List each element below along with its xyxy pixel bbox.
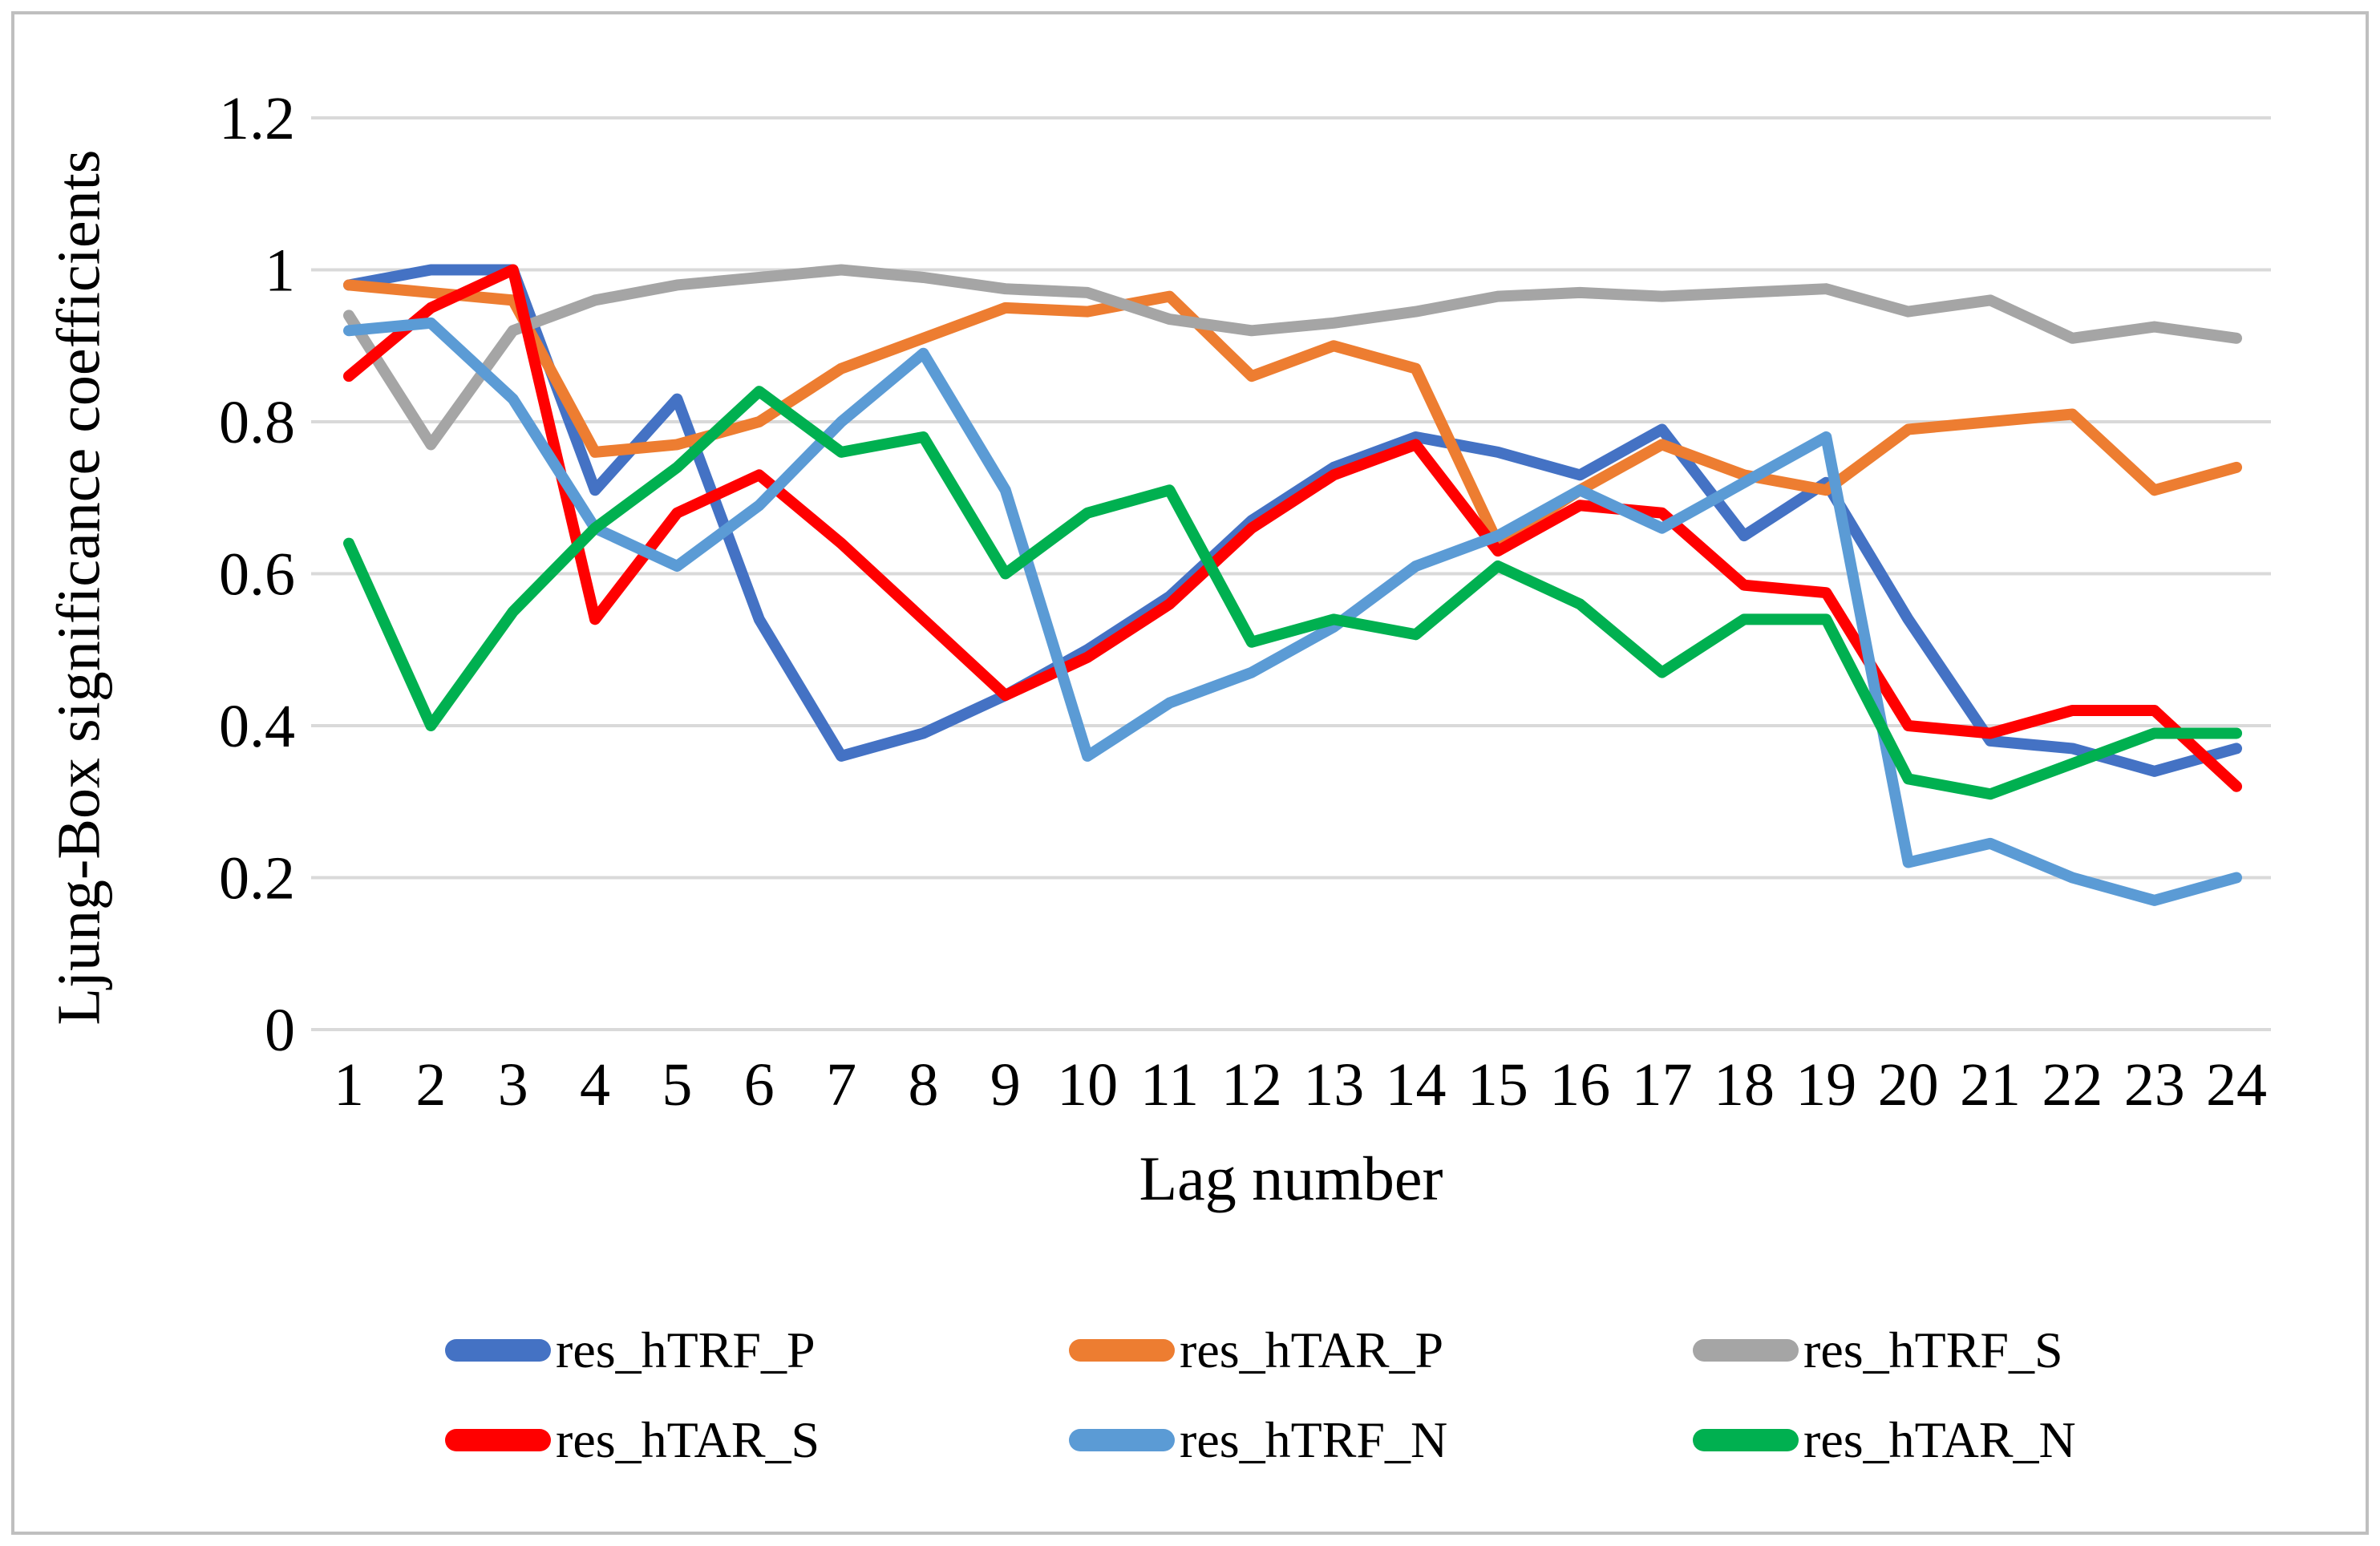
legend-swatch-res_hTRF_N xyxy=(1069,1429,1175,1451)
x-tick-label-20: 20 xyxy=(1878,1051,1939,1119)
gridlines xyxy=(311,116,2271,1031)
x-axis-title: Lag number xyxy=(1139,1143,1443,1213)
y-axis-title: Ljung-Box significance coefficients xyxy=(45,149,113,1026)
x-tick-label-22: 22 xyxy=(2042,1051,2103,1119)
series-line-res_hTRF_N xyxy=(343,317,2243,906)
series-line-res_hTAR_S xyxy=(343,264,2243,792)
x-tick-label-14: 14 xyxy=(1386,1051,1447,1119)
x-tick-label-18: 18 xyxy=(1714,1051,1775,1119)
x-tick-label-12: 12 xyxy=(1221,1051,1282,1119)
y-tick-label-0.8: 0.8 xyxy=(219,389,295,456)
y-tick-label-1: 1 xyxy=(265,237,295,305)
x-tick-label-8: 8 xyxy=(908,1051,938,1119)
legend-label-res_hTAR_N: res_hTAR_N xyxy=(1803,1411,2076,1468)
legend-item-res_hTAR_N: res_hTAR_N xyxy=(1693,1395,2317,1485)
legend-label-res_hTAR_S: res_hTAR_S xyxy=(556,1411,820,1468)
x-tick-label-4: 4 xyxy=(580,1051,610,1119)
legend-item-res_hTRF_P: res_hTRF_P xyxy=(445,1305,1069,1395)
x-tick-label-16: 16 xyxy=(1549,1051,1610,1119)
x-tick-label-13: 13 xyxy=(1303,1051,1364,1119)
x-tick-label-11: 11 xyxy=(1140,1051,1199,1119)
legend-item-res_hTAR_P: res_hTAR_P xyxy=(1069,1305,1693,1395)
legend-item-res_hTRF_N: res_hTRF_N xyxy=(1069,1395,1693,1485)
legend-label-res_hTAR_P: res_hTAR_P xyxy=(1180,1321,1444,1378)
legend-swatch-res_hTAR_N xyxy=(1693,1429,1799,1451)
x-tick-label-7: 7 xyxy=(826,1051,856,1119)
x-tick-label-17: 17 xyxy=(1632,1051,1693,1119)
chart-border xyxy=(11,11,2369,1535)
y-tick-label-0.6: 0.6 xyxy=(219,541,295,609)
x-tick-label-1: 1 xyxy=(334,1051,364,1119)
y-tick-label-0.2: 0.2 xyxy=(219,845,295,913)
x-tick-label-19: 19 xyxy=(1795,1051,1856,1119)
legend-swatch-res_hTRF_S xyxy=(1693,1339,1799,1362)
x-tick-label-24: 24 xyxy=(2206,1051,2267,1119)
x-tick-label-3: 3 xyxy=(498,1051,528,1119)
x-tick-label-5: 5 xyxy=(662,1051,692,1119)
legend-item-res_hTAR_S: res_hTAR_S xyxy=(445,1395,1069,1485)
x-axis-tick-labels: 1 2 3 4 5 6 7 8 9 10 11 12 13 14 15 16 17 18 19 20 21 22 23 24 xyxy=(334,1051,2267,1119)
x-tick-label-6: 6 xyxy=(744,1051,775,1119)
y-tick-label-0.4: 0.4 xyxy=(219,693,295,760)
x-tick-label-9: 9 xyxy=(990,1051,1021,1119)
x-tick-label-15: 15 xyxy=(1467,1051,1528,1119)
series-line-res_hTRF_P xyxy=(343,264,2243,777)
series-line-res_hTAR_P xyxy=(343,279,2243,549)
x-tick-label-23: 23 xyxy=(2124,1051,2185,1119)
x-tick-label-2: 2 xyxy=(415,1051,446,1119)
y-axis-tick-labels: 0 0.2 0.4 0.6 0.8 1 1.2 xyxy=(219,85,295,1064)
x-tick-label-10: 10 xyxy=(1057,1051,1118,1119)
legend-swatch-res_hTAR_P xyxy=(1069,1339,1175,1362)
series-line-res_hTAR_N xyxy=(343,386,2243,800)
legend-label-res_hTRF_N: res_hTRF_N xyxy=(1180,1411,1448,1468)
chart-legend: res_hTRF_P res_hTAR_P res_hTRF_S res_hTAR_S… xyxy=(445,1305,2329,1485)
y-tick-label-0: 0 xyxy=(265,997,295,1064)
legend-item-res_hTRF_S: res_hTRF_S xyxy=(1693,1305,2317,1395)
legend-swatch-res_hTRF_P xyxy=(445,1339,551,1362)
legend-swatch-res_hTAR_S xyxy=(445,1429,551,1451)
legend-label-res_hTRF_P: res_hTRF_P xyxy=(556,1321,816,1378)
legend-label-res_hTRF_S: res_hTRF_S xyxy=(1803,1321,2063,1378)
x-tick-label-21: 21 xyxy=(1960,1051,2021,1119)
series-line-res_hTRF_S xyxy=(343,264,2243,451)
y-tick-label-1.2: 1.2 xyxy=(219,85,295,152)
